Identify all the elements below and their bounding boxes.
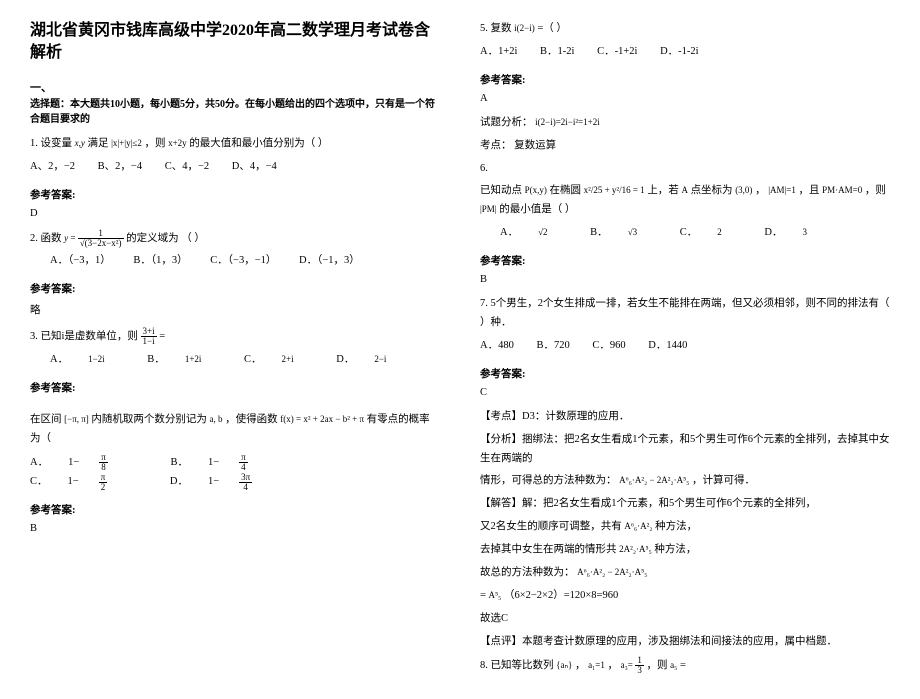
section-heading: 一、 xyxy=(30,79,440,95)
question-4: 在区间 [−π, π] 内随机取两个数分别记为 a, b ，使得函数 f(x) … xyxy=(30,411,440,449)
question-3: 3. 已知i是虚数单位，则 3+i 1−i = xyxy=(30,327,440,347)
q7-options: A．480 B．720 C．960 D．1440 xyxy=(480,337,890,356)
q5-opt-d: D．-1-2i xyxy=(660,43,699,62)
q7-opt-d: D．1440 xyxy=(648,337,687,356)
left-column: 湖北省黄冈市钱库高级中学2020年高二数学理月考试卷含解析 一、 选择题：本大题… xyxy=(30,20,440,679)
question-2: 2. 函数 y = 1 √(3−2x−x²) 的定义域为 （ ） xyxy=(30,229,440,249)
q5-opt-b: B．1-2i xyxy=(540,43,574,62)
q4-opt-c: C．1−π2 xyxy=(30,473,147,493)
q2-answer-label: 参考答案: xyxy=(30,281,440,296)
question-5: 5. 复数 i(2−i) =（ ） xyxy=(480,20,890,39)
q7-kaodian: 【考点】D3：计数原理的应用． xyxy=(480,408,890,427)
q7-fenxi: 【分析】捆绑法：把2名女生看成1个元素，和5个男生可作6个元素的全排列，去掉其中… xyxy=(480,431,890,469)
q3-opt-c: C．2+i xyxy=(244,351,314,370)
q6-opt-c: C．2 xyxy=(680,224,742,243)
q4-options: A．1−π8 B．1−π4 C．1−π2 D．1−3π4 xyxy=(30,453,440,493)
q7-opt-b: B．720 xyxy=(536,337,569,356)
q4-opt-b: B．1−π4 xyxy=(170,453,287,473)
q7-answer-label: 参考答案: xyxy=(480,366,890,381)
q6-opt-b: B．√3 xyxy=(590,224,657,243)
q7-jieda4: 故总的方法种数为： A⁶₆·A²₂ − 2A²₂·A⁵₅ xyxy=(480,564,890,583)
q5-opt-a: A．1+2i xyxy=(480,43,517,62)
q6-answer-label: 参考答案: xyxy=(480,253,890,268)
q2-options: A．（−3，1） B．（1，3） C．（−3，−1） D．（−1，3） xyxy=(30,252,440,271)
q6-opt-a: A．√2 xyxy=(500,224,568,243)
q5-analysis: 试题分析： i(2−i)=2i−i²=1+2i xyxy=(480,114,890,133)
q2-opt-a: A．（−3，1） xyxy=(50,252,111,271)
right-column: 5. 复数 i(2−i) =（ ） A．1+2i B．1-2i C．-1+2i … xyxy=(480,20,890,679)
q1-opt-a: A、2，−2 xyxy=(30,158,75,177)
q4-answer: B xyxy=(30,523,440,534)
q5-opt-c: C．-1+2i xyxy=(597,43,637,62)
q1-answer-label: 参考答案: xyxy=(30,187,440,202)
q7-jieda5: = A⁵₅ （6×2−2×2）=120×8=960 xyxy=(480,587,890,606)
question-8: 8. 已知等比数列 {aₙ} ， a₁=1 ， a₃= 13 ，则 a₅ = xyxy=(480,656,890,676)
q6-options: A．√2 B．√3 C．2 D．3 xyxy=(480,224,890,243)
q6-answer: B xyxy=(480,274,890,285)
q2-fraction: 1 √(3−2x−x²) xyxy=(78,229,124,248)
q5-answer: A xyxy=(480,93,890,104)
question-6: 已知动点 P(x,y) 在椭圆 x²/25 + y²/16 = 1 上，若 A … xyxy=(480,182,890,220)
question-1: 1. 设变量 x,y 满足 |x|+|y|≤2 ，则 x+2y 的最大值和最小值… xyxy=(30,135,440,154)
q7-jieda: 【解答】解：把2名女生看成1个元素，和5个男生可作6个元素的全排列， xyxy=(480,495,890,514)
q2-opt-b: B．（1，3） xyxy=(133,252,187,271)
q2-answer: 略 xyxy=(30,302,440,317)
q2-opt-c: C．（−3，−1） xyxy=(210,252,276,271)
q7-jieda2: 又2名女生的顺序可调整，共有 A⁶₆·A²₂ 种方法， xyxy=(480,518,890,537)
q3-opt-a: A．1−2i xyxy=(50,351,125,370)
q1-opt-b: B、2，−4 xyxy=(98,158,142,177)
q5-answer-label: 参考答案: xyxy=(480,72,890,87)
q3-options: A．1−2i B．1+2i C．2+i D．2−i xyxy=(30,351,440,370)
page-root: 湖北省黄冈市钱库高级中学2020年高二数学理月考试卷含解析 一、 选择题：本大题… xyxy=(0,0,920,699)
section-instructions: 选择题：本大题共10小题，每小题5分，共50分。在每小题给出的四个选项中，只有是… xyxy=(30,97,440,127)
q7-jieda3: 去掉其中女生在两端的情形共 2A²₂·A⁵₅ 种方法， xyxy=(480,541,890,560)
q3-opt-b: B．1+2i xyxy=(147,351,221,370)
q1-answer: D xyxy=(30,208,440,219)
q1-opt-d: D、4，−4 xyxy=(232,158,277,177)
q1-options: A、2，−2 B、2，−4 C、4，−2 D、4，−4 xyxy=(30,158,440,177)
q7-opt-a: A．480 xyxy=(480,337,514,356)
q5-options: A．1+2i B．1-2i C．-1+2i D．-1-2i xyxy=(480,43,890,62)
q6-opt-d: D．3 xyxy=(764,224,827,243)
q3-opt-d: D．2−i xyxy=(336,351,406,370)
q4-opt-d: D．1−3π4 xyxy=(170,473,292,493)
q7-opt-c: C．960 xyxy=(592,337,625,356)
question-6-num: 6. xyxy=(480,160,890,179)
question-7: 7. 5个男生，2个女生排成一排，若女生不能排在两端，但又必须相邻，则不同的排法… xyxy=(480,295,890,333)
q3-fraction: 3+i 1−i xyxy=(141,327,157,346)
q7-answer: C xyxy=(480,387,890,398)
q4-opt-a: A．1−π8 xyxy=(30,453,148,473)
q7-jieda6: 故选C xyxy=(480,610,890,629)
q7-fenxi2: 情形，可得总的方法种数为： A⁶₆·A²₂ − 2A²₂·A⁵₅ ，计算可得． xyxy=(480,472,890,491)
q1-text: 1. 设变量 x,y 满足 |x|+|y|≤2 ，则 x+2y 的最大值和最小值… xyxy=(30,138,328,149)
q3-answer-label: 参考答案: xyxy=(30,380,440,395)
q4-answer-label: 参考答案: xyxy=(30,502,440,517)
q1-opt-c: C、4，−2 xyxy=(165,158,209,177)
q7-dianping: 【点评】本题考查计数原理的应用，涉及捆绑法和间接法的应用，属中档题． xyxy=(480,633,890,652)
doc-title: 湖北省黄冈市钱库高级中学2020年高二数学理月考试卷含解析 xyxy=(30,20,440,65)
q2-opt-d: D．（−1，3） xyxy=(299,252,360,271)
q5-kaodian: 考点： 复数运算 xyxy=(480,137,890,156)
